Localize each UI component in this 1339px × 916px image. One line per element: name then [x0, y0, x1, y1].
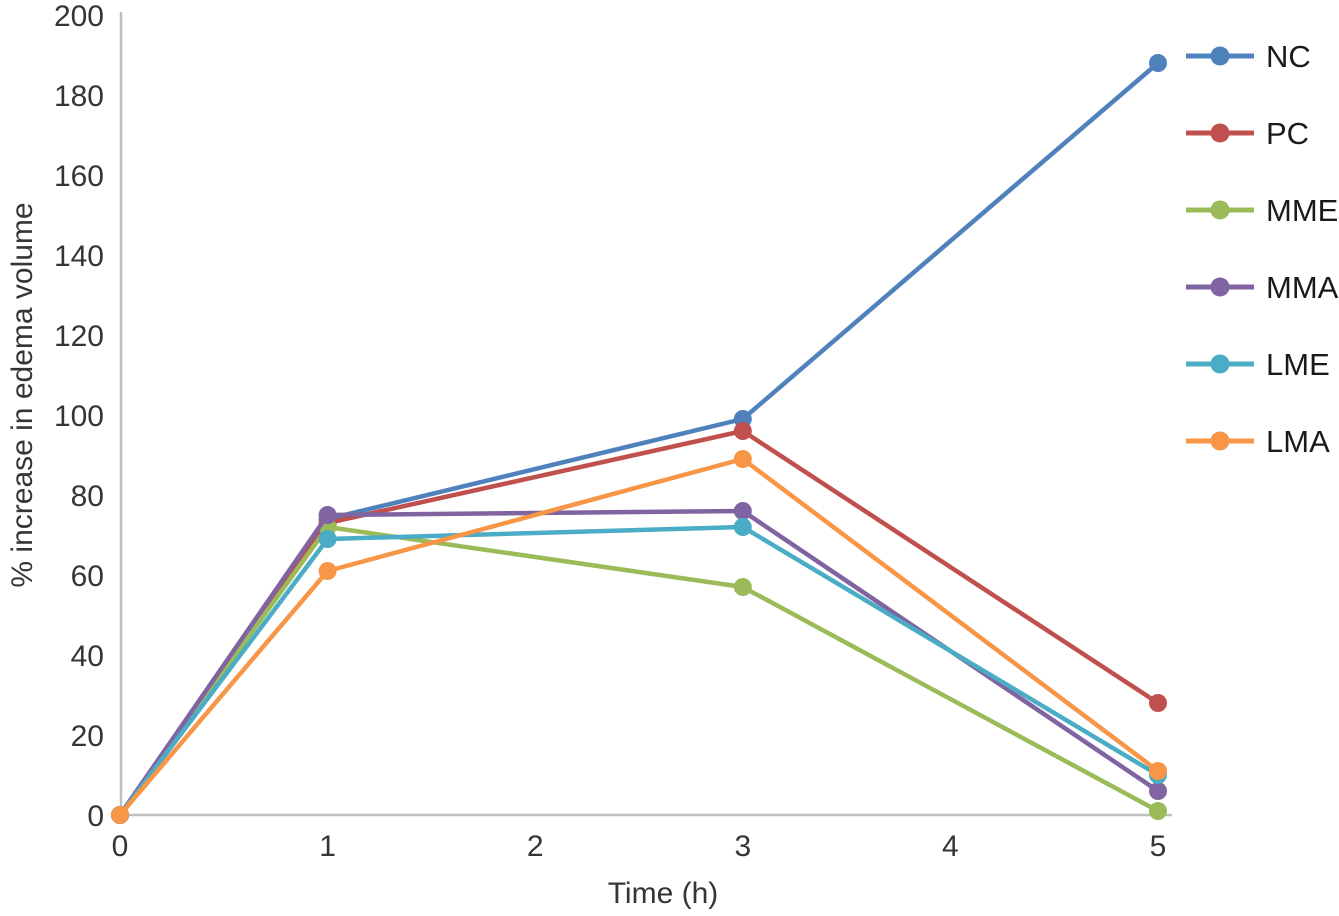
data-point-LME-t3	[733, 518, 752, 536]
legend-label-LME: LME	[1266, 347, 1330, 382]
legend-marker-LMA	[1210, 431, 1230, 451]
legend-item-NC: NC	[1186, 39, 1311, 74]
data-point-MMA-t1	[318, 506, 337, 524]
legend-item-MMA: MMA	[1186, 270, 1339, 305]
series-line-NC	[117, 60, 1161, 818]
legend-marker-MMA	[1210, 277, 1230, 297]
legend-item-PC: PC	[1186, 116, 1309, 151]
x-tick-label-4: 4	[942, 830, 959, 863]
legend-label-PC: PC	[1266, 116, 1309, 151]
x-tick-label-3: 3	[734, 830, 751, 863]
x-axis-tick-labels: 0 1 2 3 4 5	[112, 830, 1167, 863]
data-point-LMA-t3	[733, 450, 752, 468]
data-point-NC-t5	[1149, 54, 1167, 72]
y-tick-label-120: 120	[54, 320, 104, 353]
series-line-MMA	[117, 508, 1161, 818]
series-line-LMA	[117, 456, 1161, 818]
y-tick-label-100: 100	[54, 400, 104, 433]
data-point-LMA-t0	[111, 806, 129, 824]
x-tick-label-0: 0	[112, 830, 129, 863]
legend-marker-MME	[1210, 200, 1230, 220]
data-point-PC-t5	[1149, 694, 1167, 712]
legend-marker-PC	[1210, 123, 1230, 143]
y-tick-label-40: 40	[71, 640, 104, 673]
y-tick-label-60: 60	[71, 560, 104, 593]
y-tick-label-180: 180	[54, 80, 104, 113]
x-tick-label-2: 2	[527, 830, 544, 863]
chart-legend: NC PC MME MMA LME LMA	[1186, 39, 1339, 459]
y-tick-label-140: 140	[54, 240, 104, 273]
data-point-PC-t3	[733, 422, 752, 440]
x-tick-label-5: 5	[1150, 830, 1167, 863]
legend-label-MME: MME	[1266, 193, 1338, 228]
y-tick-label-160: 160	[54, 160, 104, 193]
legend-item-MME: MME	[1186, 193, 1338, 228]
data-point-LME-t1	[318, 530, 337, 548]
data-point-LMA-t1	[318, 562, 337, 580]
y-tick-label-200: 200	[54, 0, 104, 33]
data-point-MMA-t5	[1149, 782, 1167, 800]
y-tick-label-0: 0	[87, 800, 104, 833]
legend-label-MMA: MMA	[1266, 270, 1339, 305]
data-series-layer	[111, 54, 1167, 824]
series-line-MME	[117, 524, 1161, 818]
legend-marker-LME	[1210, 354, 1230, 374]
data-point-MMA-t3	[733, 502, 752, 520]
x-tick-label-1: 1	[319, 830, 336, 863]
legend-item-LME: LME	[1186, 347, 1330, 382]
series-line-LME	[117, 524, 1161, 818]
data-point-MME-t3	[733, 578, 752, 596]
legend-marker-NC	[1210, 46, 1230, 66]
legend-item-LMA: LMA	[1186, 424, 1330, 459]
data-point-MME-t5	[1149, 802, 1167, 820]
legend-label-LMA: LMA	[1266, 424, 1330, 459]
x-axis-title: Time (h)	[608, 877, 719, 910]
y-tick-label-20: 20	[71, 720, 104, 753]
legend-label-NC: NC	[1266, 39, 1311, 74]
y-tick-label-80: 80	[71, 480, 104, 513]
y-axis-tick-labels: 0 20 40 60 80 100 120 140 160 180 200	[54, 0, 104, 833]
y-axis-title: % increase in edema volume	[6, 202, 39, 587]
data-point-LMA-t5	[1149, 762, 1167, 780]
